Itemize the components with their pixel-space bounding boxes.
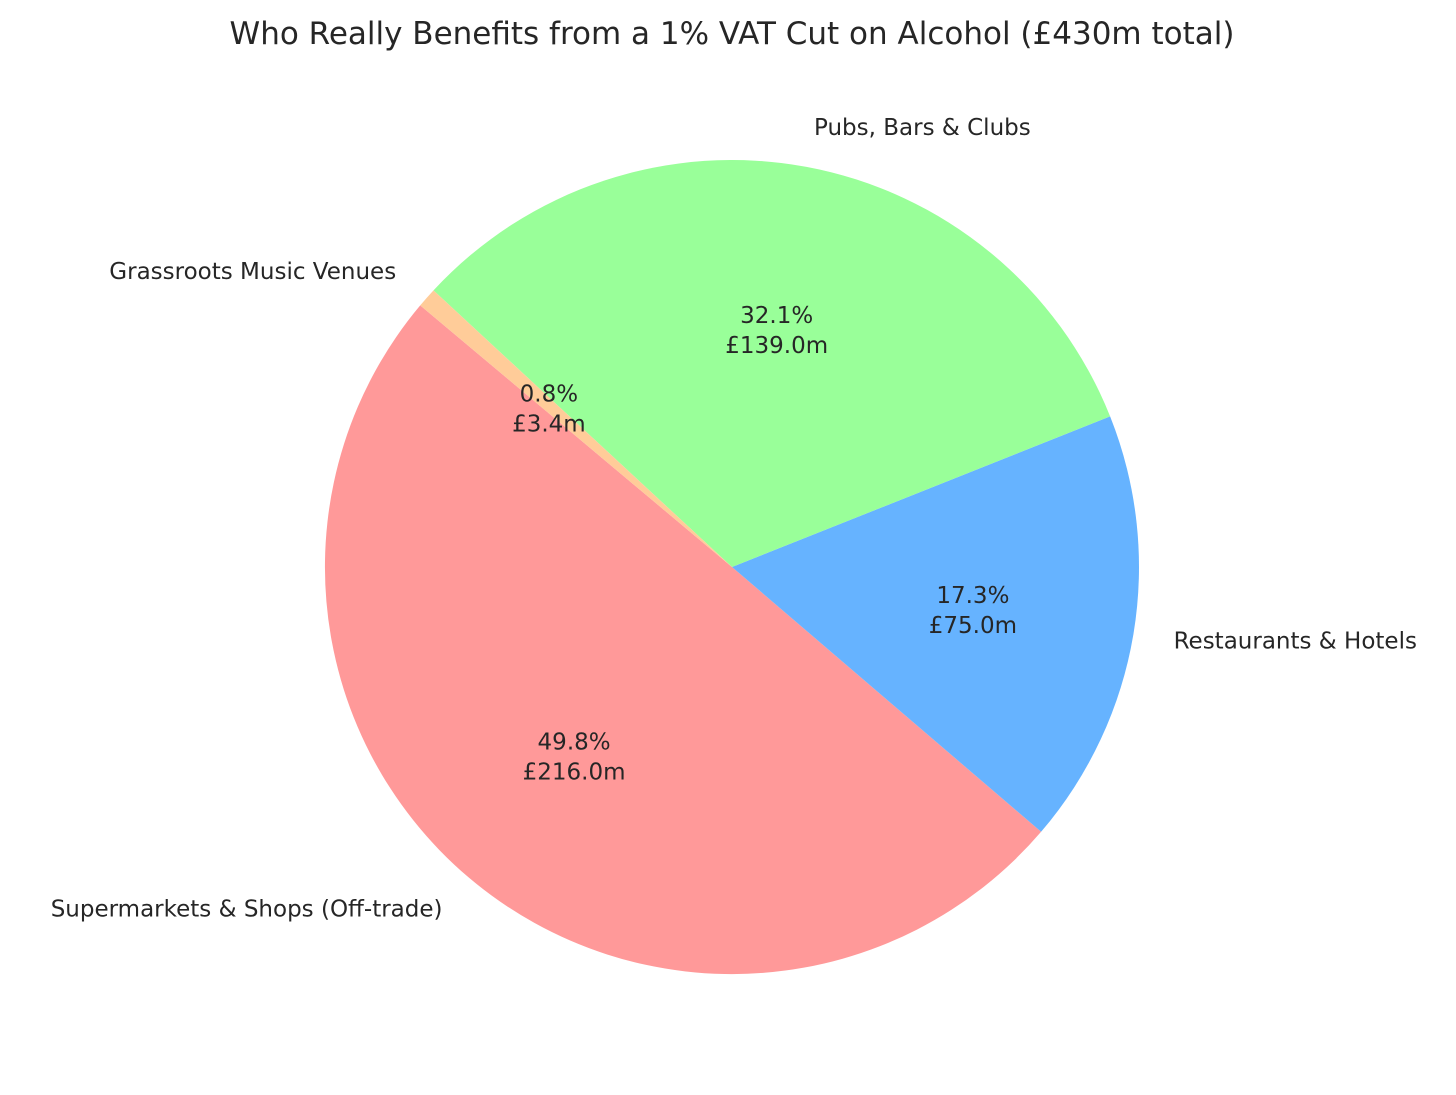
slice-value-label: £3.4m [512, 412, 586, 438]
slice-category-label: Grassroots Music Venues [109, 259, 396, 285]
pie-labels: 49.8% £216.0m Supermarkets & Shops (Off-tr… [51, 115, 1417, 923]
pie-slice-supermarkets-shops-off-trade [324, 305, 1042, 975]
slice-percent-label: 17.3% [936, 583, 1009, 609]
slice-value-label: £75.0m [929, 613, 1017, 639]
pie-slices [324, 160, 1140, 975]
slice-percent-label: 32.1% [740, 303, 813, 329]
slice-category-label: Pubs, Bars & Clubs [814, 115, 1031, 141]
slice-category-label: Restaurants & Hotels [1174, 628, 1417, 654]
pie-slice-restaurants-hotels [732, 416, 1140, 832]
slice-value-label: £139.0m [725, 333, 828, 359]
chart-title: Who Really Benefits from a 1% VAT Cut on… [230, 16, 1235, 52]
slice-percent-label: 0.8% [520, 382, 578, 408]
slice-percent-label: 49.8% [538, 729, 611, 755]
slice-category-label: Supermarkets & Shops (Off-trade) [51, 897, 443, 923]
pie-slice-pubs-bars-clubs [433, 160, 1111, 567]
slice-value-label: £216.0m [523, 759, 626, 785]
pie-slice-grassroots-music-venues [420, 290, 732, 567]
